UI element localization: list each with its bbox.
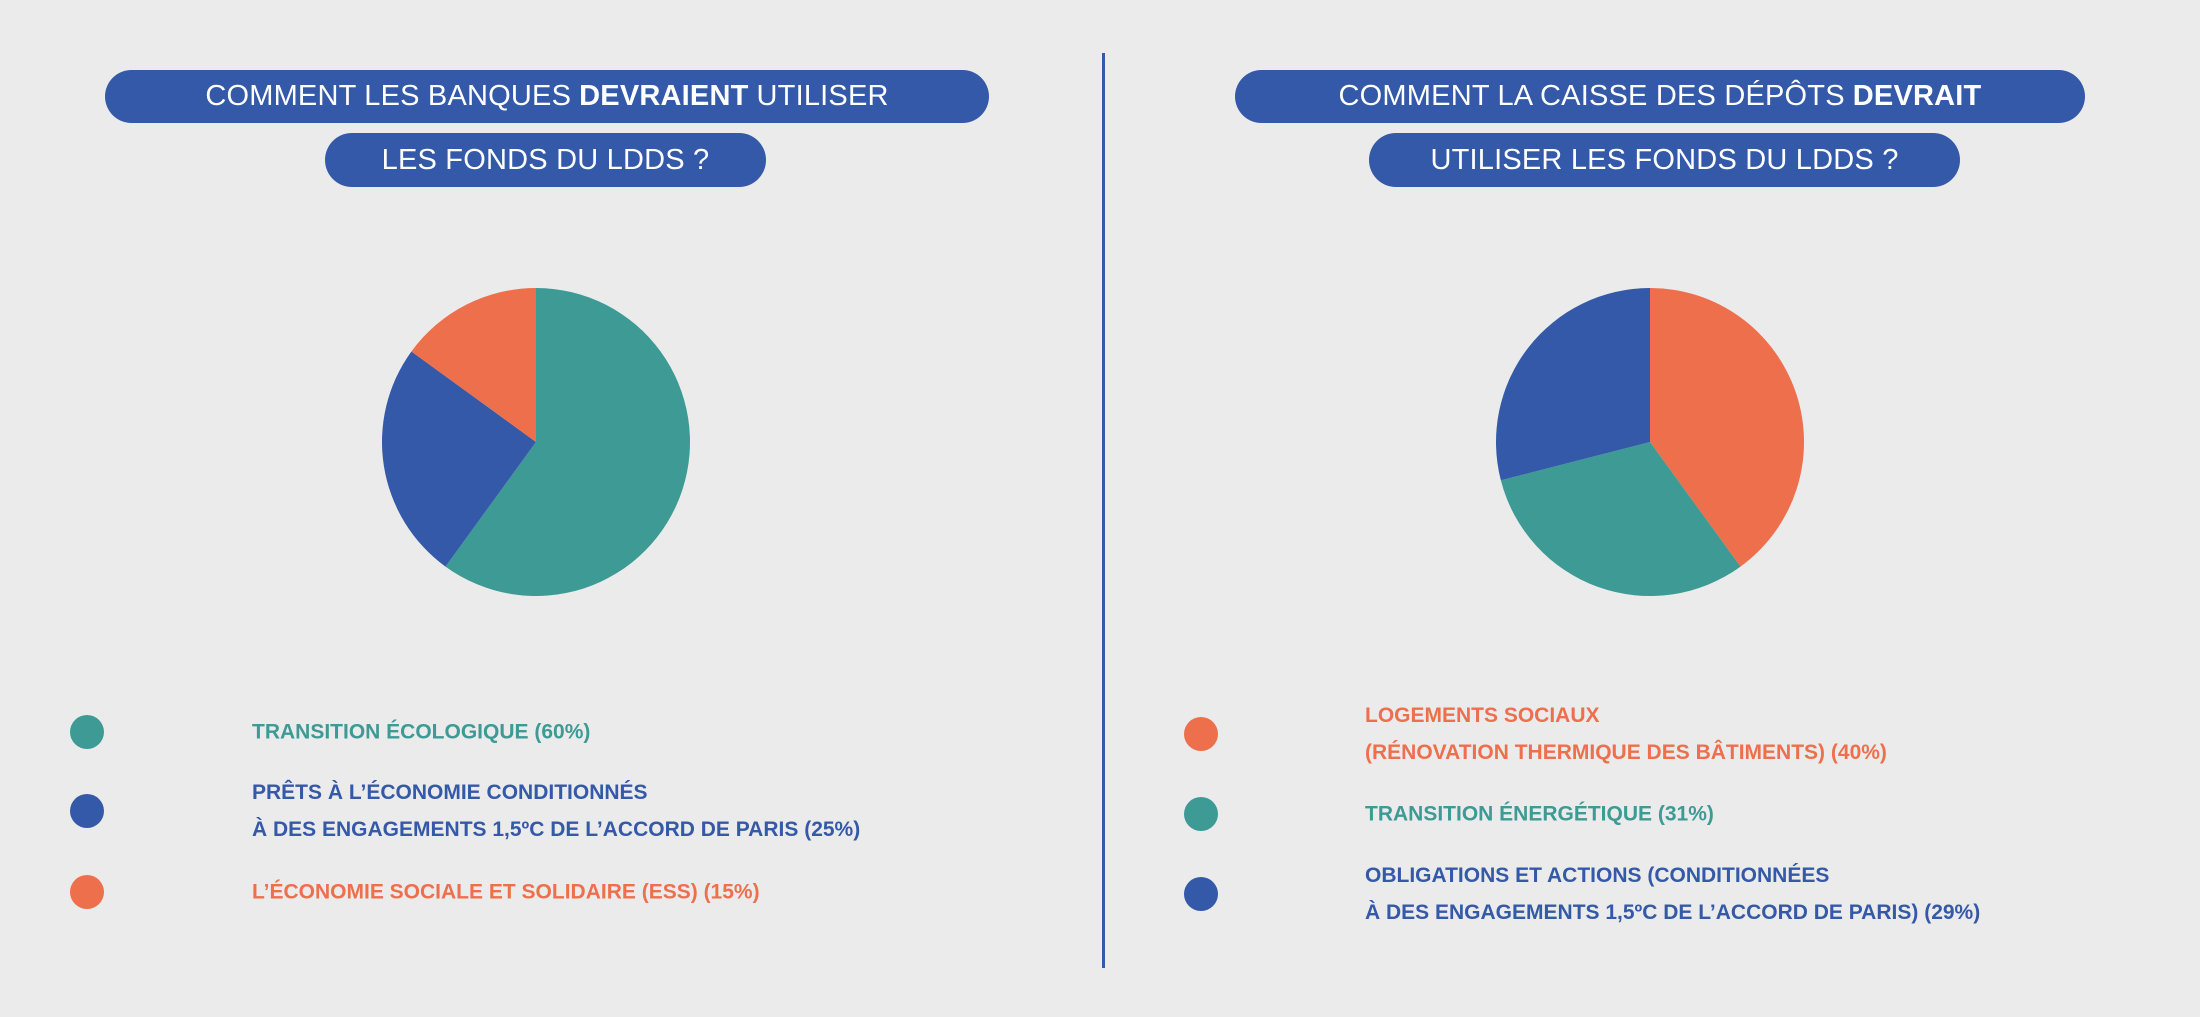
left-title-line1: COMMENT LES BANQUES DEVRAIENT UTILISER: [105, 70, 989, 123]
right-title-bold: DEVRAIT: [1852, 80, 1982, 112]
legend-label-line: À DES ENGAGEMENTS 1,5ºC DE L’ACCORD DE P…: [1365, 901, 1919, 924]
legend-label-line: LOGEMENTS SOCIAUX: [1365, 704, 1600, 727]
left-title-line2: LES FONDS DU LDDS ?: [325, 133, 766, 187]
legend-label-line: TRANSITION ÉCOLOGIQUE: [252, 720, 529, 744]
legend-dot: [70, 715, 104, 749]
legend-label: TRANSITION ÉNERGÉTIQUE (31%): [1365, 796, 1714, 833]
legend-label: LOGEMENTS SOCIAUX (RÉNOVATION THERMIQUE D…: [1365, 697, 1887, 771]
pie-slice: [1650, 288, 1804, 567]
legend-percent: (25%): [804, 818, 861, 841]
legend-label-line: L’ÉCONOMIE SOCIALE ET SOLIDAIRE (ESS): [252, 880, 698, 904]
legend-label-line: TRANSITION ÉNERGÉTIQUE: [1365, 802, 1653, 826]
legend-dot: [1184, 717, 1218, 751]
pie-slice: [382, 351, 536, 567]
left-title-post: UTILISER: [756, 80, 889, 112]
legend-label: OBLIGATIONS ET ACTIONS (CONDITIONNÉES À D…: [1365, 857, 1980, 931]
pie-slice: [445, 288, 690, 596]
pie-slice: [411, 288, 536, 442]
legend-dot: [70, 794, 104, 828]
divider: [1102, 53, 1105, 968]
legend-percent: (31%): [1657, 802, 1714, 826]
legend-percent: (60%): [534, 720, 591, 744]
legend-label: PRÊTS À L’ÉCONOMIE CONDITIONNÉS À DES ENG…: [252, 774, 860, 848]
pie-slice: [1500, 442, 1741, 596]
legend-label: TRANSITION ÉCOLOGIQUE (60%): [252, 714, 590, 751]
pie-slice: [1496, 288, 1650, 481]
right-title-line2: UTILISER LES FONDS DU LDDS ?: [1369, 133, 1960, 187]
legend-label-line: À DES ENGAGEMENTS 1,5ºC DE L’ACCORD DE P…: [252, 818, 799, 841]
right-title-line1: COMMENT LA CAISSE DES DÉPÔTS DEVRAIT: [1235, 70, 2085, 123]
left-pie-chart: [382, 288, 690, 596]
right-title-line2-text: UTILISER LES FONDS DU LDDS ?: [1430, 143, 1899, 176]
legend-percent: (15%): [703, 880, 760, 904]
legend-label-line: (RÉNOVATION THERMIQUE DES BÂTIMENTS): [1365, 741, 1826, 764]
right-title-pre: COMMENT LA CAISSE DES DÉPÔTS: [1338, 80, 1845, 112]
legend-percent: (40%): [1830, 741, 1887, 764]
legend-percent: (29%): [1924, 901, 1981, 924]
left-title-line2-text: LES FONDS DU LDDS ?: [381, 143, 710, 176]
left-title-bold: DEVRAIENT: [579, 80, 749, 112]
legend-label-line: PRÊTS À L’ÉCONOMIE CONDITIONNÉS: [252, 781, 648, 804]
left-title-pre: COMMENT LES BANQUES: [205, 80, 572, 112]
legend-dot: [1184, 877, 1218, 911]
legend-dot: [70, 875, 104, 909]
legend-dot: [1184, 797, 1218, 831]
legend-label-line: OBLIGATIONS ET ACTIONS (CONDITIONNÉES: [1365, 864, 1830, 887]
legend-label: L’ÉCONOMIE SOCIALE ET SOLIDAIRE (ESS) (1…: [252, 874, 760, 911]
right-pie-chart: [1496, 288, 1804, 596]
